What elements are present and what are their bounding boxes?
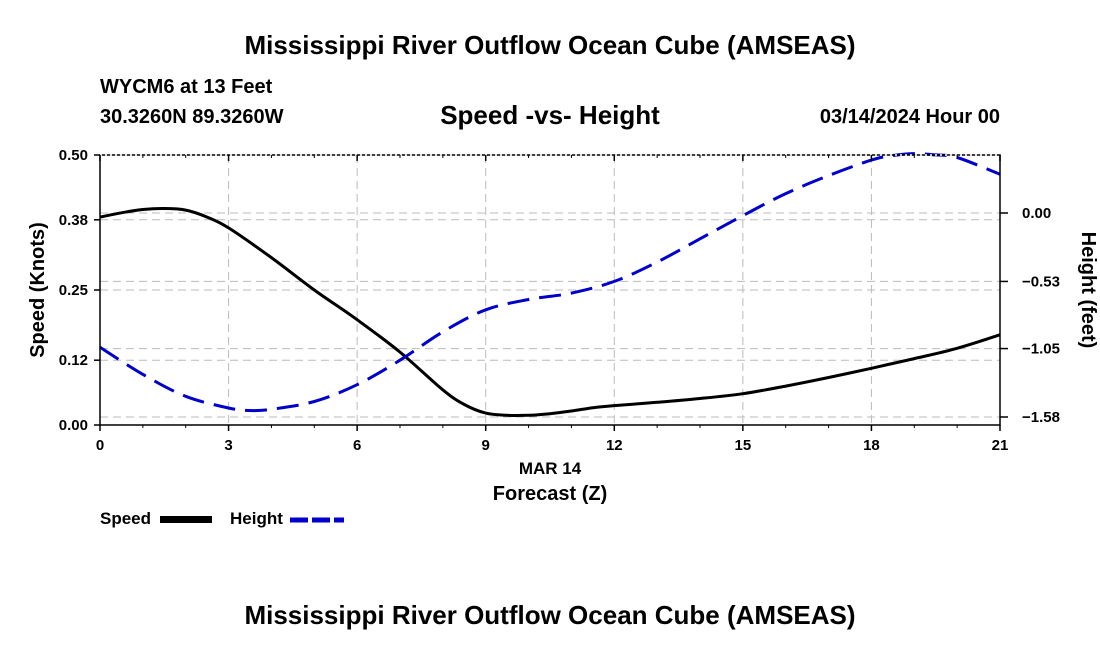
page-title: Mississippi River Outflow Ocean Cube (AM… [244, 30, 856, 60]
x-tick-label: 15 [735, 437, 752, 454]
footer-title: Mississippi River Outflow Ocean Cube (AM… [244, 600, 856, 630]
chart-title: Speed -vs- Height [440, 100, 660, 130]
x-tick-label: 3 [224, 437, 232, 454]
station-label: WYCM6 at 13 Feet [100, 76, 273, 98]
x-tick-label: 21 [992, 437, 1009, 454]
x-axis-label: Forecast (Z) [493, 483, 607, 505]
y2-tick-label: −1.05 [1022, 341, 1060, 358]
y-axis-label: Speed (Knots) [27, 222, 49, 358]
station-coords: 30.3260N 89.3260W [100, 106, 284, 128]
legend-speed-swatch [160, 516, 212, 523]
legend-height-swatch [290, 517, 344, 523]
speed-series-line [99, 206, 1001, 417]
x-date-label: MAR 14 [519, 459, 582, 478]
x-tick-label: 12 [606, 437, 623, 454]
grid-layer [100, 155, 1000, 425]
x-tick-label: 9 [482, 437, 490, 454]
x-tick-label: 18 [863, 437, 880, 454]
x-tick-label: 0 [96, 437, 104, 454]
axis-layer: 0 3 6 9 12 15 18 21 0.00 0.12 0.25 0.38 0.50 0.00 −0.5… [59, 147, 1060, 454]
y2-axis-label: Height (feet) [1077, 232, 1099, 349]
forecast-datetime: 03/14/2024 Hour 00 [819, 106, 1000, 128]
y2-tick-label: −1.58 [1022, 409, 1060, 426]
y-tick-label: 0.12 [59, 352, 88, 369]
legend-height-label: Height [230, 509, 283, 528]
y2-tick-label: 0.00 [1022, 205, 1051, 222]
y-tick-label: 0.50 [59, 147, 88, 164]
series-layer [99, 152, 1001, 417]
y-tick-label: 0.00 [59, 417, 88, 434]
y2-tick-label: −0.53 [1022, 273, 1060, 290]
speed-height-chart: 0 3 6 9 12 15 18 21 0.00 0.12 0.25 0.38 0.50 0.00 −0.5… [27, 147, 1099, 505]
height-series-line [99, 152, 1001, 413]
x-tick-label: 6 [353, 437, 361, 454]
legend-speed-label: Speed [100, 509, 152, 528]
y-tick-label: 0.38 [59, 212, 88, 229]
y-tick-label: 0.25 [59, 282, 88, 299]
